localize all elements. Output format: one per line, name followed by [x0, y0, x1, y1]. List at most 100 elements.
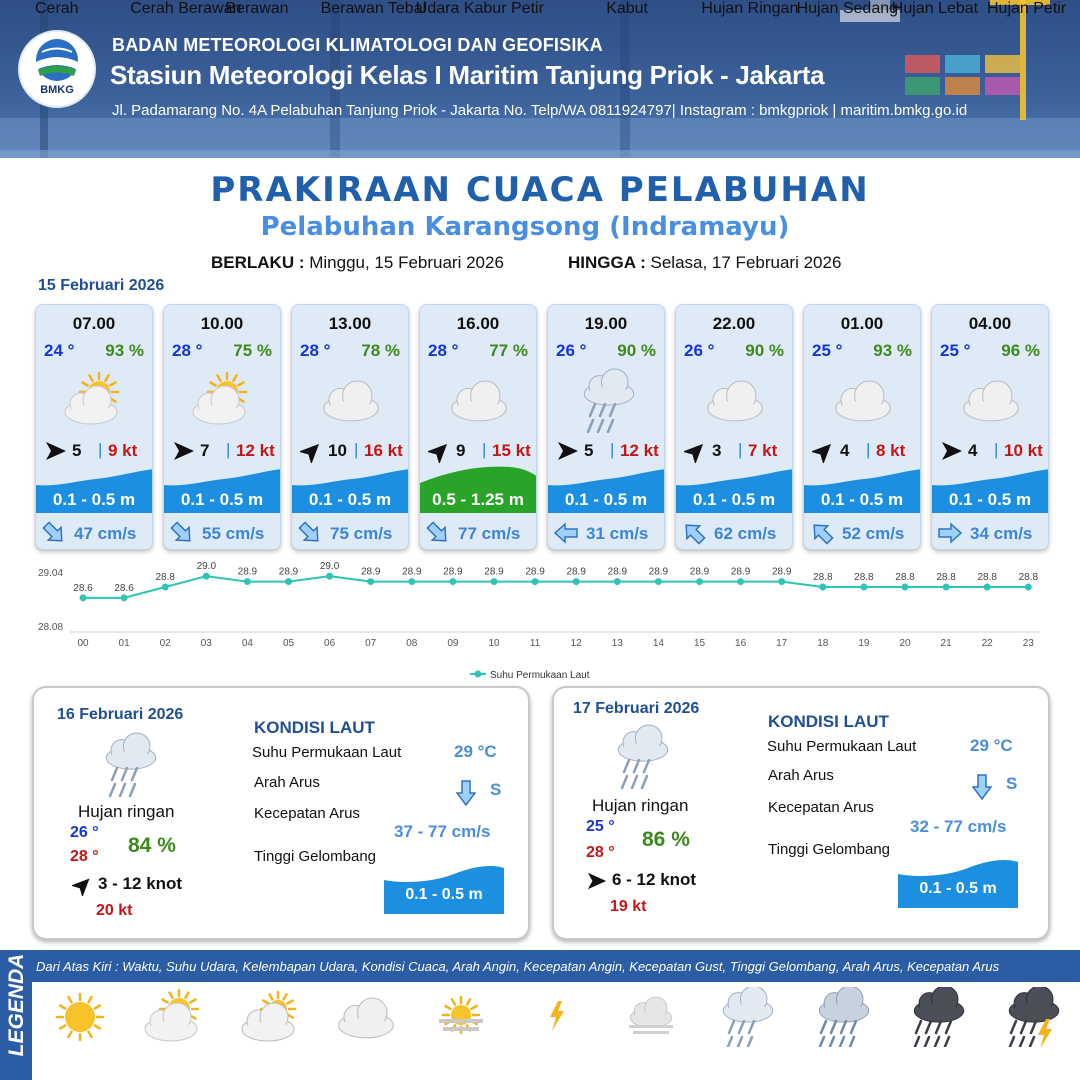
hourly-card: 19.00 26 ° 90 % 5 | 12 kt 0.1 - 0.5 m 31… — [547, 304, 665, 550]
x-tick-label: 16 — [735, 638, 747, 649]
x-tick-label: 04 — [242, 638, 254, 649]
legend-series-name: Suhu Permukaan Laut — [490, 670, 590, 681]
wave-icon — [932, 469, 1048, 513]
x-tick-label: 13 — [612, 638, 624, 649]
x-tick-label: 22 — [982, 638, 994, 649]
hujan-ringan-icon — [583, 368, 635, 434]
x-tick-label: 14 — [653, 638, 665, 649]
y-tick-label: 28.08 — [38, 622, 63, 633]
weather-condition — [439, 367, 519, 433]
legend-icon-box — [141, 987, 209, 1052]
wind-speed: 10 — [328, 441, 347, 460]
sst-data-label: 28.8 — [977, 572, 997, 583]
daily-weather-icon — [94, 730, 164, 798]
gust-speed: 16 kt — [364, 441, 403, 460]
air-temperature: 28 ° — [172, 341, 203, 360]
sst-data-label: 28.9 — [402, 567, 422, 578]
daily-condition: Hujan ringan — [592, 796, 689, 815]
legend-description-bar — [32, 950, 1080, 982]
current-speed: 31 cm/s — [586, 524, 649, 543]
valid-to: HINGGA : Selasa, 17 Februari 2026 — [568, 253, 841, 273]
hujan-ringan-icon — [723, 985, 774, 1051]
gust-speed: 7 kt — [748, 441, 778, 460]
forecast-time: 01.00 — [840, 314, 884, 333]
day1-date: 15 Februari 2026 — [38, 277, 165, 294]
legend-icon-label: Hujan Ringan — [701, 0, 799, 17]
humidity: 78 % — [361, 341, 400, 360]
sst-data-point — [161, 583, 169, 591]
x-tick-label: 20 — [899, 638, 911, 649]
current-direction-arrow — [455, 780, 477, 807]
legend-icon-box — [808, 985, 876, 1052]
wind-info: 7 | 12 kt — [170, 439, 278, 463]
wind-info: 9 | 15 kt — [426, 439, 534, 465]
humidity: 77 % — [489, 341, 528, 360]
wind-separator: | — [994, 440, 999, 459]
humidity: 90 % — [617, 341, 656, 360]
weather-condition — [183, 367, 263, 433]
current-speed: 34 cm/s — [970, 524, 1033, 543]
daily-date: 16 Februari 2026 — [57, 706, 184, 723]
current-speed: 52 cm/s — [842, 524, 905, 543]
daily-wave-value: 0.1 - 0.5 m — [405, 886, 483, 903]
sst-data-label: 28.9 — [566, 567, 586, 578]
wind-direction-icon — [558, 442, 578, 460]
weather-condition — [951, 367, 1031, 433]
valid-from: BERLAKU : Minggu, 15 Februari 2026 — [211, 253, 504, 273]
wave-height: 0.5 - 1.25 m — [432, 490, 524, 509]
wind-speed: 5 — [584, 441, 594, 460]
sst-data-label: 28.8 — [895, 572, 915, 583]
x-tick-label: 05 — [283, 638, 295, 649]
wave-height: 0.1 - 0.5 m — [308, 490, 392, 509]
current-info: 47 cm/s — [36, 515, 152, 549]
air-temperature: 25 ° — [812, 341, 843, 360]
legend-icon-box — [998, 985, 1066, 1052]
sst-data-label: 29.0 — [197, 561, 217, 572]
current-info: 34 cm/s — [932, 515, 1048, 549]
sst-data-label: 28.8 — [155, 572, 175, 583]
wave-icon — [676, 469, 792, 513]
wave-height: 0.1 - 0.5 m — [948, 490, 1032, 509]
wind-speed: 7 — [200, 441, 210, 460]
sst-data-point — [696, 578, 703, 586]
x-tick-label: 07 — [365, 638, 377, 649]
humidity: 96 % — [1001, 341, 1040, 360]
sst-data-label: 28.9 — [772, 567, 792, 578]
port-name: Pelabuhan Karangsong (Indramayu) — [260, 212, 790, 242]
current-direction-icon — [685, 524, 706, 545]
sst-data-label: 28.8 — [813, 572, 833, 583]
sst-data-point — [778, 578, 786, 586]
daily-humidity: 84 % — [128, 834, 176, 857]
x-tick-label: 15 — [694, 638, 706, 649]
wind-info: 5 | 12 kt — [554, 439, 662, 463]
sst-data-point — [654, 578, 662, 586]
legend-icon-label: Hujan Sedang — [796, 0, 899, 17]
humidity: 93 % — [105, 341, 144, 360]
sst-label: Suhu Permukaan Laut — [252, 744, 402, 761]
hourly-card: 10.00 28 ° 75 % 7 | 12 kt 0.1 - 0.5 m 55… — [163, 304, 281, 550]
hourly-card: 07.00 24 ° 93 % 5 | 9 kt 0.1 - 0.5 m 47 … — [35, 304, 153, 550]
current-speed: 75 cm/s — [330, 524, 393, 543]
x-tick-label: 23 — [1023, 638, 1035, 649]
wind-separator: | — [354, 440, 359, 459]
sst-label: Suhu Permukaan Laut — [767, 738, 917, 755]
valid-from-label: BERLAKU : — [211, 253, 305, 272]
wind-info: 10 | 16 kt — [298, 439, 406, 465]
wind-info: 3 | 7 kt — [682, 439, 790, 465]
sst-data-point — [490, 578, 498, 586]
sst-data-point — [243, 578, 251, 586]
legend-icon-box — [427, 987, 495, 1052]
x-tick-label: 17 — [776, 638, 788, 649]
legend-icon-label: Hujan Petir — [987, 0, 1067, 17]
agency-name: BADAN METEOROLOGI KLIMATOLOGI DAN GEOFIS… — [112, 35, 603, 55]
current-info: 52 cm/s — [804, 515, 920, 549]
weather-condition — [823, 367, 903, 433]
daily-temp-min: 26 ° — [70, 824, 99, 841]
current-direction-icon — [42, 521, 63, 542]
wave-icon — [292, 469, 408, 513]
daily-panel-day3: 17 Februari 2026 Hujan ringan 25 ° 28 ° … — [552, 686, 1050, 940]
wind-speed: 5 — [72, 441, 82, 460]
forecast-time: 07.00 — [72, 314, 116, 333]
sst-data-label: 28.9 — [731, 567, 751, 578]
current-direction-icon — [298, 521, 319, 542]
